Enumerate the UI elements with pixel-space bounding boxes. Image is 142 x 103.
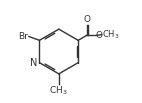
Text: N: N bbox=[30, 58, 38, 68]
Text: O: O bbox=[96, 31, 103, 40]
Text: Br: Br bbox=[18, 32, 28, 41]
Text: CH$_3$: CH$_3$ bbox=[50, 85, 68, 97]
Text: O: O bbox=[84, 15, 91, 24]
Text: CH$_3$: CH$_3$ bbox=[102, 29, 119, 41]
